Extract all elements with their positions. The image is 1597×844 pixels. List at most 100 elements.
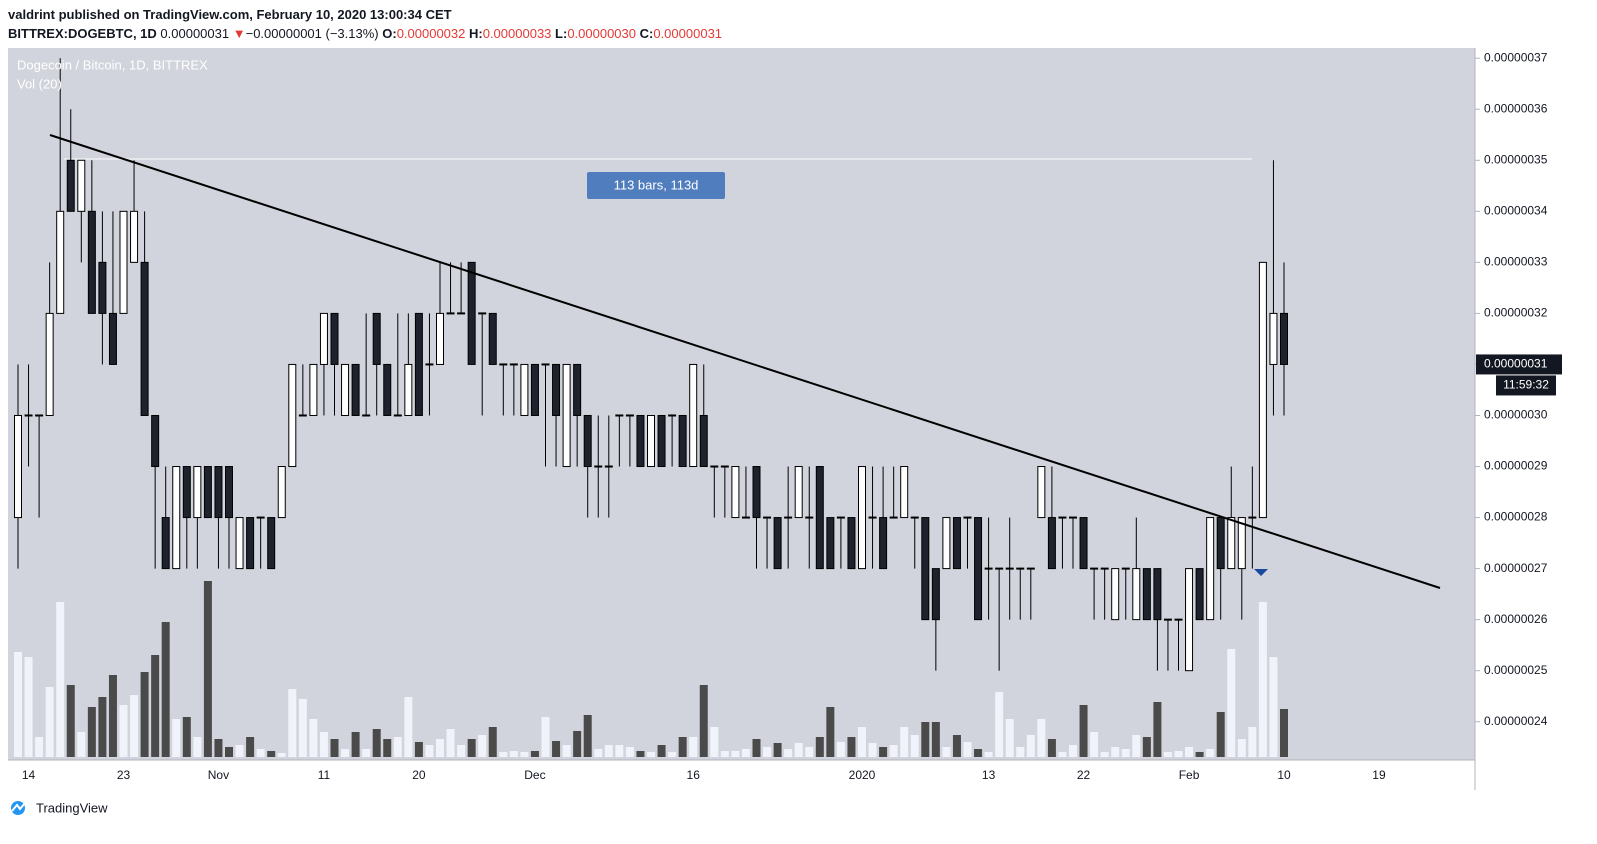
volume-bar: [520, 752, 529, 757]
volume-bar: [1174, 751, 1183, 757]
volume-title: Vol (20): [17, 76, 62, 91]
volume-bar: [552, 741, 561, 757]
volume-bar: [309, 719, 318, 757]
volume-bar: [457, 745, 466, 757]
candle-body: [56, 210, 65, 314]
volume-bar: [362, 749, 371, 757]
candle-body: [879, 517, 888, 570]
candle-body: [98, 261, 107, 314]
candle-layer: [14, 58, 1288, 672]
y-tick-label: 0.00000030: [1484, 408, 1548, 422]
volume-bar: [699, 685, 708, 757]
volume-bar: [404, 697, 413, 757]
volume-bar: [1005, 719, 1014, 757]
volume-bar: [1163, 752, 1172, 757]
volume-bar: [815, 737, 824, 757]
candle-body: [1153, 568, 1162, 621]
volume-bar: [625, 747, 634, 757]
candle-body: [256, 516, 265, 519]
candle-body: [1248, 516, 1257, 519]
candle-body: [383, 363, 392, 416]
volume-bar: [604, 745, 613, 757]
candle-body: [87, 210, 96, 314]
candle-body: [1058, 516, 1067, 519]
y-tick-label: 0.00000025: [1484, 663, 1548, 677]
candle-body: [1206, 517, 1215, 621]
y-tick-label: 0.00000029: [1484, 459, 1548, 473]
candle-body: [372, 312, 381, 365]
volume-bar: [636, 751, 645, 757]
ohlc-label: O:: [382, 26, 397, 41]
y-tick-label: 0.00000033: [1484, 255, 1548, 269]
candle-body: [625, 414, 634, 417]
volume-bar: [858, 727, 866, 757]
candle-body: [1069, 516, 1077, 519]
volume-bar: [1280, 709, 1288, 757]
candle-body: [868, 516, 877, 519]
volume-bar: [562, 745, 571, 757]
volume-bar: [372, 729, 381, 757]
candle-body: [35, 414, 44, 417]
volume-bar: [66, 685, 75, 757]
candle-body: [341, 363, 350, 416]
candle-body: [77, 159, 86, 212]
volume-bar: [1258, 602, 1267, 757]
measure-label: 113 bars, 113d: [614, 177, 699, 192]
volume-bar: [341, 749, 350, 757]
candle-body: [1237, 517, 1246, 570]
candle-body: [573, 363, 582, 416]
volume-bar: [942, 747, 951, 757]
volume-bar: [214, 739, 223, 757]
ohlc-label: C:: [639, 26, 654, 41]
candle-body: [900, 466, 909, 519]
volume-bar: [87, 707, 96, 757]
candle-body: [657, 414, 666, 468]
volume-bar: [119, 705, 128, 757]
volume-bar: [488, 727, 497, 757]
candle-body: [309, 363, 318, 416]
volume-bar: [731, 751, 740, 757]
volume-bar: [203, 581, 212, 757]
volume-bar: [1016, 747, 1025, 757]
x-tick-label: 2020: [849, 768, 876, 782]
candle-body: [235, 517, 244, 570]
candle-body: [182, 466, 191, 519]
symbol: BITTREX:DOGEBTC, 1D: [8, 26, 157, 41]
volume-bar: [130, 695, 139, 757]
logo-line: [11, 802, 26, 812]
candle-body: [1280, 312, 1288, 365]
candle-body: [277, 466, 286, 519]
volume-bar: [1111, 747, 1120, 757]
last: 0.00000031: [160, 26, 230, 41]
volume-bar: [225, 747, 233, 757]
volume-bar: [98, 697, 107, 757]
volume-bar: [1058, 752, 1067, 757]
volume-bar: [657, 745, 666, 757]
arrow-marker: [1254, 569, 1268, 576]
candle-body: [140, 261, 149, 416]
candle-body: [467, 261, 476, 365]
axis-layer: 0.00000024 0.00000025 0.00000026 0.00000027…: [22, 50, 1562, 782]
candle-body: [594, 465, 603, 468]
candle-body: [130, 210, 139, 263]
candle-body: [773, 517, 782, 570]
candle-body: [1026, 567, 1035, 570]
volume-bar: [140, 672, 149, 757]
y-tick-label: 0.00000035: [1484, 152, 1548, 166]
candle-body: [457, 312, 466, 315]
candle-body: [952, 517, 961, 570]
published-line: valdrint published on TradingView.com, F…: [8, 7, 452, 22]
candle-body: [1195, 568, 1204, 621]
candle-body: [552, 363, 561, 416]
candle-body: [108, 312, 117, 365]
candle-body: [1174, 618, 1183, 621]
volume-bar: [910, 735, 919, 757]
volume-bar: [984, 752, 993, 757]
candle-body: [225, 466, 233, 519]
volume-bar: [1185, 747, 1194, 757]
candle-body: [984, 567, 993, 570]
candle-body: [720, 465, 729, 468]
volume-bar: [383, 739, 392, 757]
x-tick-label: 11: [318, 768, 331, 782]
volume-bar: [1047, 739, 1056, 757]
